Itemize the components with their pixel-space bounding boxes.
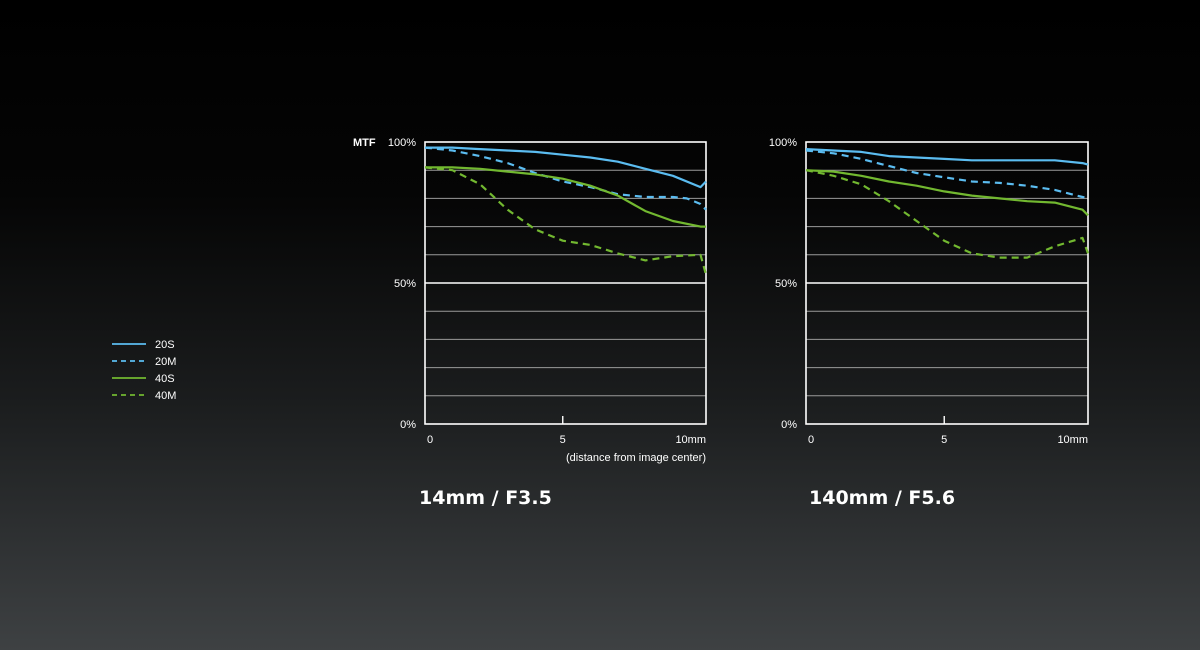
x-tick-label: 0 (808, 434, 814, 446)
series-line-40m (805, 169, 1090, 259)
legend-label-20m: 20M (155, 356, 176, 368)
series-line-40s (805, 169, 1089, 217)
x-tick-label: 10mm (675, 434, 706, 446)
series-line-20m (424, 146, 707, 211)
x-axis-note: (distance from image center) (566, 452, 706, 464)
series-line-20s (425, 146, 707, 189)
y-axis-label: MTF (353, 137, 376, 149)
y-tick-label: 100% (769, 137, 797, 149)
plot-frame (805, 141, 1089, 425)
legend-label-40m: 40M (155, 390, 176, 402)
y-tick-label: 0% (400, 419, 416, 431)
x-tick-label: 0 (427, 434, 433, 446)
series-line-40m (424, 166, 708, 275)
series-line-20s (805, 148, 1089, 166)
plot-frame (424, 141, 707, 425)
legend-label-20s: 20S (155, 339, 175, 351)
x-tick-label: 5 (560, 434, 566, 446)
series-line-20m (805, 149, 1089, 200)
y-tick-label: 100% (388, 137, 416, 149)
y-tick-label: 0% (781, 419, 797, 431)
x-tick-label: 10mm (1057, 434, 1088, 446)
legend-label-40s: 40S (155, 373, 175, 385)
y-tick-label: 50% (775, 278, 797, 290)
y-tick-label: 50% (394, 278, 416, 290)
chart-title-14mm: 14mm / F3.5 (419, 487, 552, 509)
series-line-40s (425, 166, 706, 228)
x-tick-label: 5 (941, 434, 947, 446)
chart-title-140mm: 140mm / F5.6 (809, 487, 956, 509)
